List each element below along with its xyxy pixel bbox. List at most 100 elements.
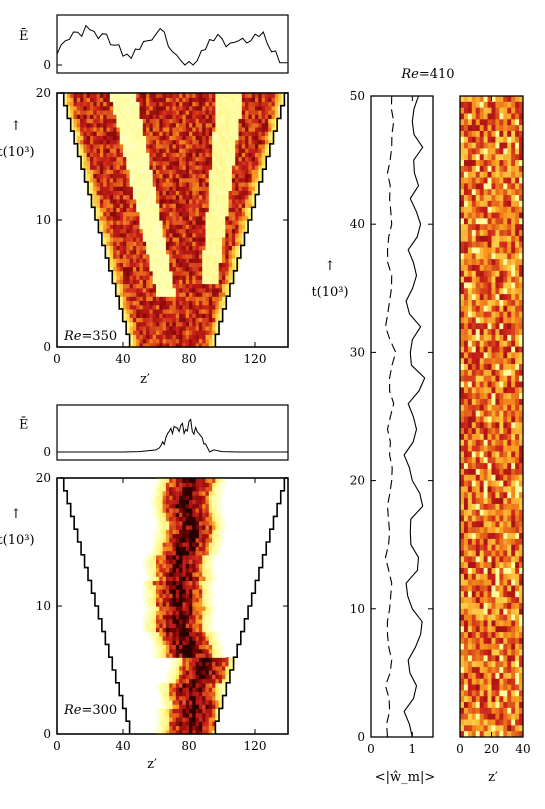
- heat-cell: [483, 212, 489, 219]
- heat-cell: [165, 704, 170, 709]
- heat-cell: [202, 635, 207, 641]
- heat-cell: [93, 181, 98, 187]
- heat-cell: [129, 160, 134, 166]
- heat-cell: [495, 125, 500, 132]
- heat-cell: [116, 152, 121, 158]
- heat-cell: [241, 148, 246, 153]
- heat-cell: [169, 296, 174, 302]
- heat-cell: [499, 317, 504, 324]
- heat-cell: [499, 183, 504, 190]
- heat-cell: [228, 245, 233, 251]
- heat-cell: [245, 101, 249, 107]
- heat-cell: [165, 164, 170, 170]
- heat-cell: [106, 156, 111, 162]
- heat-cell: [515, 305, 520, 313]
- heat-cell: [218, 695, 223, 701]
- heat-cell: [175, 105, 180, 111]
- heat-cell: [231, 245, 236, 251]
- y-tick-label: 10: [350, 602, 365, 616]
- heat-cell: [511, 334, 516, 342]
- heat-cell: [169, 135, 174, 141]
- heat-cell: [152, 490, 157, 496]
- heat-cell: [231, 126, 236, 132]
- heat-cell: [198, 661, 203, 667]
- heat-cell: [185, 614, 190, 620]
- heat-cell: [146, 143, 150, 149]
- heat-cell: [222, 687, 226, 692]
- heat-cell: [208, 266, 213, 272]
- heat-cell: [182, 177, 187, 183]
- heat-cell: [152, 114, 157, 119]
- heat-cell: [119, 203, 124, 208]
- heat-cell: [519, 165, 524, 173]
- heat-cell: [139, 118, 144, 124]
- heat-cell: [483, 189, 489, 196]
- heat-cell: [165, 593, 170, 599]
- heat-cell: [467, 352, 473, 359]
- heat-cell: [222, 678, 226, 684]
- heat-cell: [487, 107, 492, 114]
- heat-cell: [218, 220, 223, 225]
- heat-cell: [179, 537, 183, 543]
- heat-cell: [205, 114, 210, 119]
- heat-cell: [258, 148, 263, 153]
- heat-cell: [471, 212, 477, 219]
- heat-cell: [152, 495, 157, 500]
- heat-cell: [172, 554, 177, 560]
- heat-cell: [119, 207, 124, 213]
- heat-cell: [106, 186, 111, 191]
- heat-cell: [103, 164, 108, 170]
- heat-cell: [126, 164, 131, 170]
- heat-cell: [503, 253, 508, 260]
- heat-cell: [225, 270, 230, 276]
- heat-cell: [172, 542, 177, 547]
- heat-cell: [241, 215, 246, 221]
- heat-cell: [152, 173, 157, 179]
- heat-cell: [185, 708, 190, 714]
- heat-cell: [215, 661, 220, 667]
- heat-cell: [215, 542, 220, 547]
- heat-cell: [162, 512, 167, 517]
- heat-cell: [165, 169, 170, 175]
- heat-cell: [460, 323, 465, 330]
- heat-cell: [165, 652, 170, 658]
- heat-cell: [467, 96, 473, 103]
- heat-cell: [218, 682, 223, 688]
- heat-cell: [499, 393, 504, 400]
- heat-cell: [182, 614, 187, 620]
- heat-cell: [238, 131, 243, 136]
- heat-cell: [146, 148, 150, 153]
- heat-cell: [189, 101, 193, 107]
- heat-cell: [202, 606, 207, 611]
- heat-cell: [271, 126, 276, 132]
- heat-cell: [139, 338, 144, 344]
- heat-cell: [264, 97, 269, 103]
- heat-cell: [179, 635, 183, 641]
- heat-cell: [515, 253, 520, 260]
- heat-cell: [162, 640, 167, 645]
- heat-cell: [169, 618, 174, 624]
- heat-cell: [205, 207, 210, 213]
- heat-cell: [507, 119, 512, 126]
- heat-cell: [235, 224, 240, 230]
- heat-cell: [192, 177, 197, 183]
- heat-cell: [159, 156, 164, 162]
- heat-cell: [198, 546, 203, 552]
- heat-cell: [251, 131, 256, 136]
- heat-cell: [225, 220, 230, 225]
- heat-cell: [66, 97, 71, 103]
- heat-cell: [202, 131, 207, 136]
- heat-cell: [162, 503, 167, 509]
- heat-cell: [248, 101, 253, 107]
- heat-cell: [218, 304, 223, 310]
- heat-cell: [76, 122, 81, 128]
- heat-cell: [218, 674, 223, 680]
- heat-cell: [123, 156, 127, 162]
- heat-cell: [126, 253, 131, 259]
- heat-cell: [169, 338, 174, 344]
- heat-cell: [225, 253, 230, 259]
- heat-cell: [165, 283, 170, 289]
- heat-cell: [159, 207, 164, 213]
- heat-cell: [507, 142, 512, 149]
- heat-cell: [169, 190, 174, 196]
